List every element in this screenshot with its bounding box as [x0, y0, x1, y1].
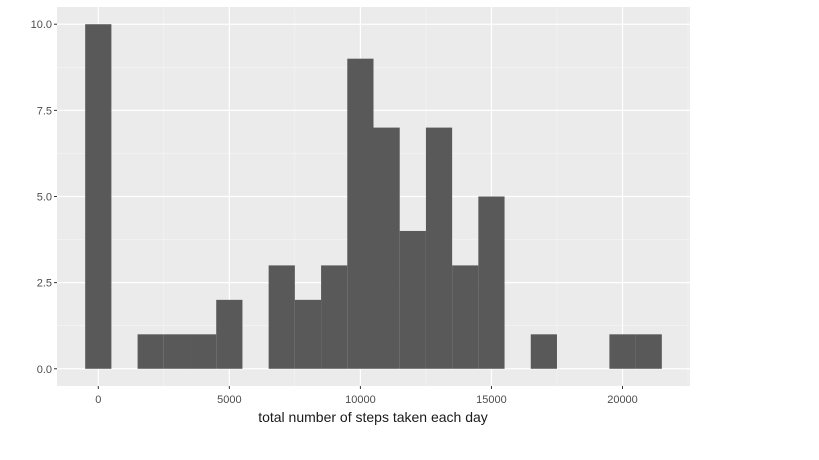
histogram-bar — [347, 58, 374, 369]
histogram-bar — [137, 334, 164, 369]
histogram-bar — [530, 334, 557, 369]
x-tick-label: 5000 — [217, 394, 241, 406]
y-axis: 0.0 2.5 5.0 7.5 10.0 — [31, 19, 57, 376]
x-axis: 0 5000 10000 15000 20000 — [95, 386, 638, 406]
histogram-bar — [268, 265, 295, 369]
x-axis-title: total number of steps taken each day — [258, 409, 488, 425]
histogram-bar — [85, 24, 112, 369]
histogram-bar — [478, 196, 505, 369]
histogram-bars — [85, 24, 662, 369]
histogram-bar — [399, 230, 426, 369]
histogram-bar — [635, 334, 662, 369]
histogram-bar — [294, 299, 322, 369]
x-tick-label: 0 — [95, 394, 101, 406]
histogram-bar — [321, 265, 348, 369]
histogram-bar — [425, 127, 453, 369]
histogram-bar — [452, 265, 479, 369]
histogram-bar — [216, 299, 243, 369]
histogram-bar — [190, 334, 217, 369]
x-tick-label: 10000 — [345, 394, 376, 406]
histogram-bar — [163, 334, 191, 369]
histogram-bar — [373, 127, 400, 369]
x-tick-label: 20000 — [607, 394, 638, 406]
y-tick-label: 0.0 — [37, 364, 52, 376]
y-tick-label: 5.0 — [37, 192, 52, 204]
y-tick-label: 7.5 — [37, 105, 52, 117]
y-tick-label: 10.0 — [31, 19, 52, 31]
histogram-bar — [609, 334, 636, 369]
x-tick-label: 15000 — [476, 394, 507, 406]
y-tick-label: 2.5 — [37, 278, 52, 290]
